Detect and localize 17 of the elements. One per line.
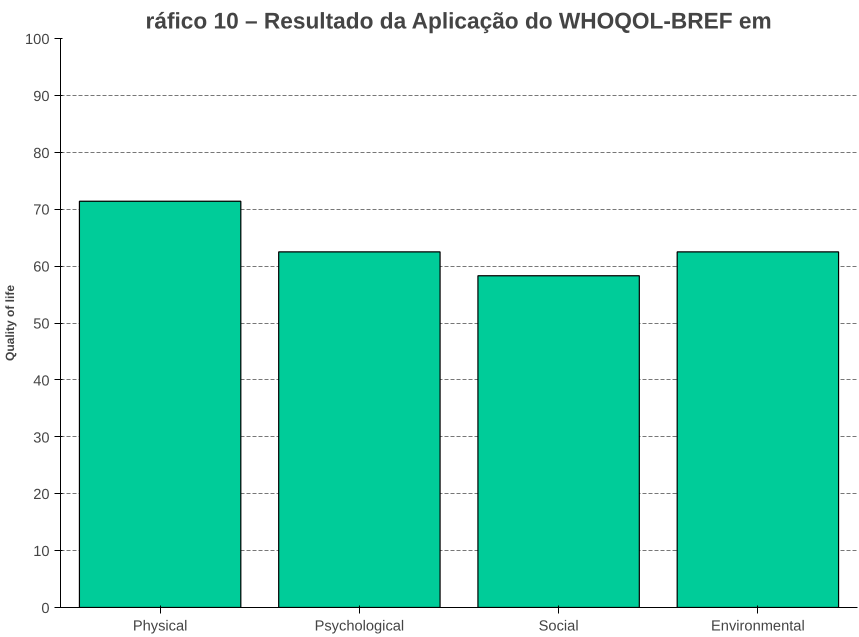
y-tick-label: 100 bbox=[25, 32, 50, 48]
x-tick-label: Physical bbox=[132, 618, 188, 634]
y-tick-label: 10 bbox=[33, 544, 50, 560]
chart-title: ráfico 10 – Resultado da Aplicação do WHOQOL-BREF em bbox=[146, 8, 772, 34]
y-tick-label: 70 bbox=[33, 202, 50, 219]
y-tick-label: 50 bbox=[33, 316, 50, 332]
x-tick-label: Environmental bbox=[711, 618, 805, 634]
y-tick-label: 90 bbox=[33, 88, 50, 105]
y-axis-title: Quality of life bbox=[3, 284, 18, 362]
y-tick-label: 0 bbox=[41, 601, 50, 617]
y-tick-label: 40 bbox=[33, 373, 50, 390]
y-tick-label: 80 bbox=[33, 146, 50, 162]
y-tick-label: 60 bbox=[33, 260, 50, 276]
y-tick-label: 20 bbox=[33, 487, 50, 504]
x-tick-label: Psychological bbox=[314, 618, 404, 634]
y-tick-label: 30 bbox=[33, 430, 50, 446]
x-tick-label: Social bbox=[538, 618, 579, 634]
